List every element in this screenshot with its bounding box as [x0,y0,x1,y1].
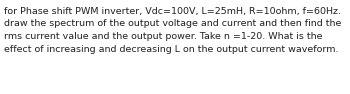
Text: for Phase shift PWM inverter, Vdc=100V, L=25mH, R=10ohm, f=60Hz.
draw the spectr: for Phase shift PWM inverter, Vdc=100V, … [4,7,342,54]
